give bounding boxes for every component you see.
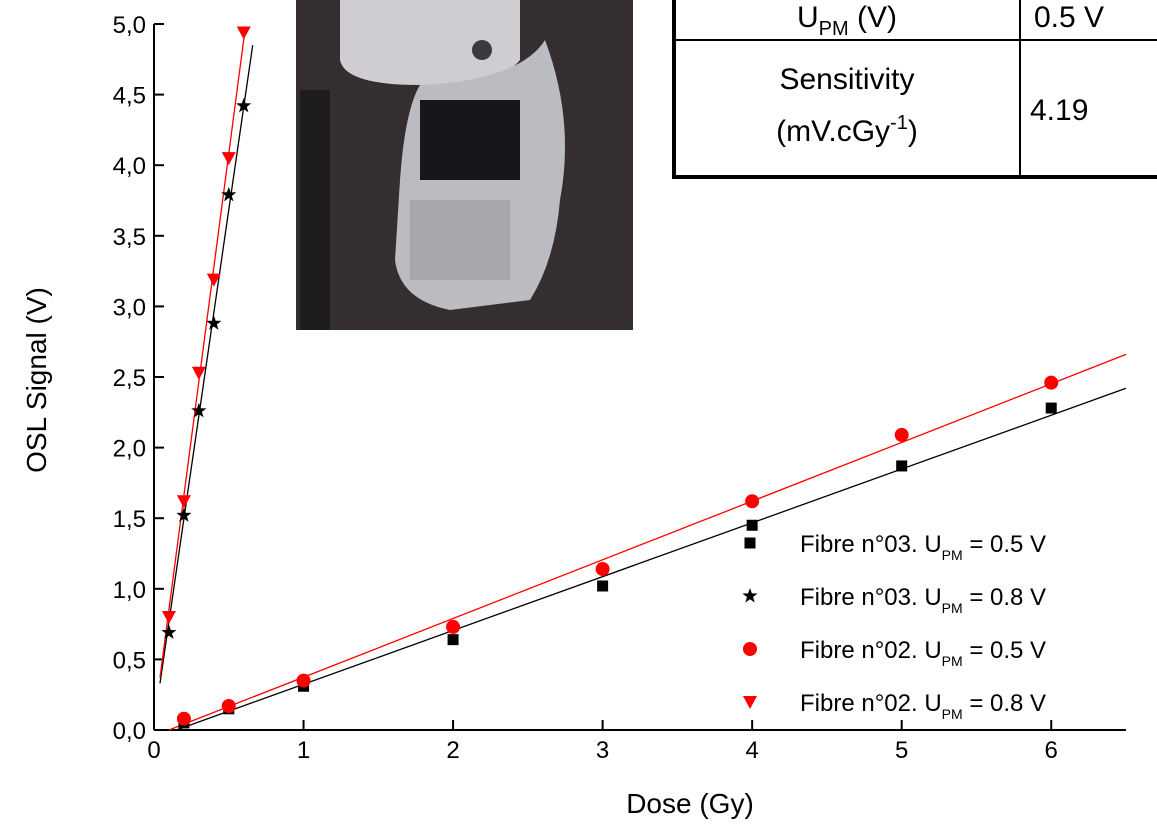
cell-superscript: -1 bbox=[890, 112, 908, 134]
cell-text: U bbox=[797, 1, 819, 34]
x-tick-label: 6 bbox=[1045, 737, 1058, 764]
point bbox=[746, 519, 758, 531]
legend-text-part: Fibre n°02. U bbox=[800, 637, 942, 664]
legend-text-part: PM bbox=[942, 600, 963, 616]
legend-symbol bbox=[743, 696, 757, 709]
legend-text-part: Fibre n°03. U bbox=[800, 531, 942, 558]
point bbox=[236, 97, 252, 113]
inset-photo bbox=[296, 0, 633, 330]
point bbox=[176, 507, 192, 522]
point bbox=[595, 562, 610, 577]
legend-text-part: Fibre n°03. U bbox=[800, 584, 942, 611]
point bbox=[894, 427, 909, 442]
legend-symbol bbox=[744, 537, 756, 549]
fit-line bbox=[159, 45, 254, 684]
legend-text-part: = 0.5 V bbox=[963, 531, 1046, 558]
point bbox=[221, 698, 236, 713]
point bbox=[221, 152, 236, 166]
x-tick-label: 3 bbox=[596, 737, 609, 764]
y-tick-label: 0,0 bbox=[113, 718, 146, 745]
legend-symbol bbox=[742, 588, 758, 603]
cell-text: (V) bbox=[849, 1, 897, 34]
point bbox=[161, 624, 177, 640]
legend-text-part: = 0.8 V bbox=[963, 690, 1046, 717]
y-tick-label: 1,5 bbox=[113, 506, 146, 533]
point bbox=[236, 26, 251, 40]
table-cell: Sensitivity bbox=[779, 63, 914, 96]
x-tick-label: 5 bbox=[895, 737, 908, 764]
y-tick-label: 2,5 bbox=[113, 365, 146, 392]
x-tick-label: 4 bbox=[745, 737, 758, 764]
cell-text: ) bbox=[908, 115, 918, 148]
legend-text-part: PM bbox=[942, 547, 963, 563]
table-cell: 0.5 V bbox=[1034, 1, 1104, 34]
y-tick-label: 2,0 bbox=[113, 436, 146, 463]
legend-label: Fibre n°02. UPM = 0.5 V bbox=[800, 637, 1046, 669]
point bbox=[597, 580, 609, 592]
legend-text-part: Fibre n°02. U bbox=[800, 690, 942, 717]
table-cell: 4.19 bbox=[1030, 94, 1088, 127]
point bbox=[446, 619, 461, 634]
fit-line bbox=[168, 353, 1127, 731]
legend-text-part: PM bbox=[942, 706, 963, 722]
x-tick-label: 2 bbox=[446, 737, 459, 764]
y-tick-label: 4,5 bbox=[113, 83, 146, 110]
point bbox=[221, 186, 237, 202]
legend-label: Fibre n°03. UPM = 0.8 V bbox=[800, 584, 1046, 616]
point bbox=[191, 402, 207, 418]
point bbox=[447, 634, 459, 646]
legend-text-part: PM bbox=[942, 653, 963, 669]
point bbox=[176, 711, 191, 726]
y-tick-label: 5,0 bbox=[113, 12, 146, 39]
y-tick-label: 3,5 bbox=[113, 224, 146, 251]
point bbox=[896, 460, 908, 472]
inset-table: UPM (V) 0.5 V Sensitivity (mV.cGy-1) 4.1… bbox=[672, 0, 1157, 179]
x-tick-label: 1 bbox=[297, 737, 310, 764]
point bbox=[176, 495, 191, 509]
fit-line bbox=[176, 387, 1127, 731]
legend-label: Fibre n°03. UPM = 0.5 V bbox=[800, 531, 1046, 563]
fit-line bbox=[159, 28, 246, 678]
point bbox=[296, 673, 311, 688]
y-tick-label: 4,0 bbox=[113, 153, 146, 180]
point bbox=[206, 315, 222, 330]
table-cell: UPM (V) bbox=[797, 1, 897, 40]
x-tick-label: 0 bbox=[147, 737, 160, 764]
point bbox=[191, 366, 206, 380]
legend-text-part: = 0.8 V bbox=[963, 584, 1046, 611]
point bbox=[1045, 402, 1057, 414]
y-tick-label: 0,5 bbox=[113, 647, 146, 674]
cell-text: (mV.cGy bbox=[776, 115, 890, 148]
y-tick-label: 3,0 bbox=[113, 294, 146, 321]
table-cell: (mV.cGy-1) bbox=[776, 112, 918, 148]
legend-label: Fibre n°02. UPM = 0.8 V bbox=[800, 690, 1046, 722]
point bbox=[206, 273, 221, 287]
y-axis-title: OSL Signal (V) bbox=[21, 287, 52, 473]
x-axis-title: Dose (Gy) bbox=[626, 788, 754, 819]
point bbox=[745, 494, 760, 509]
y-tick-label: 1,0 bbox=[113, 577, 146, 604]
point bbox=[161, 611, 176, 625]
legend-text-part: = 0.5 V bbox=[963, 637, 1046, 664]
point bbox=[1044, 375, 1059, 390]
cell-subscript: PM bbox=[819, 18, 849, 40]
legend-symbol bbox=[743, 642, 757, 656]
